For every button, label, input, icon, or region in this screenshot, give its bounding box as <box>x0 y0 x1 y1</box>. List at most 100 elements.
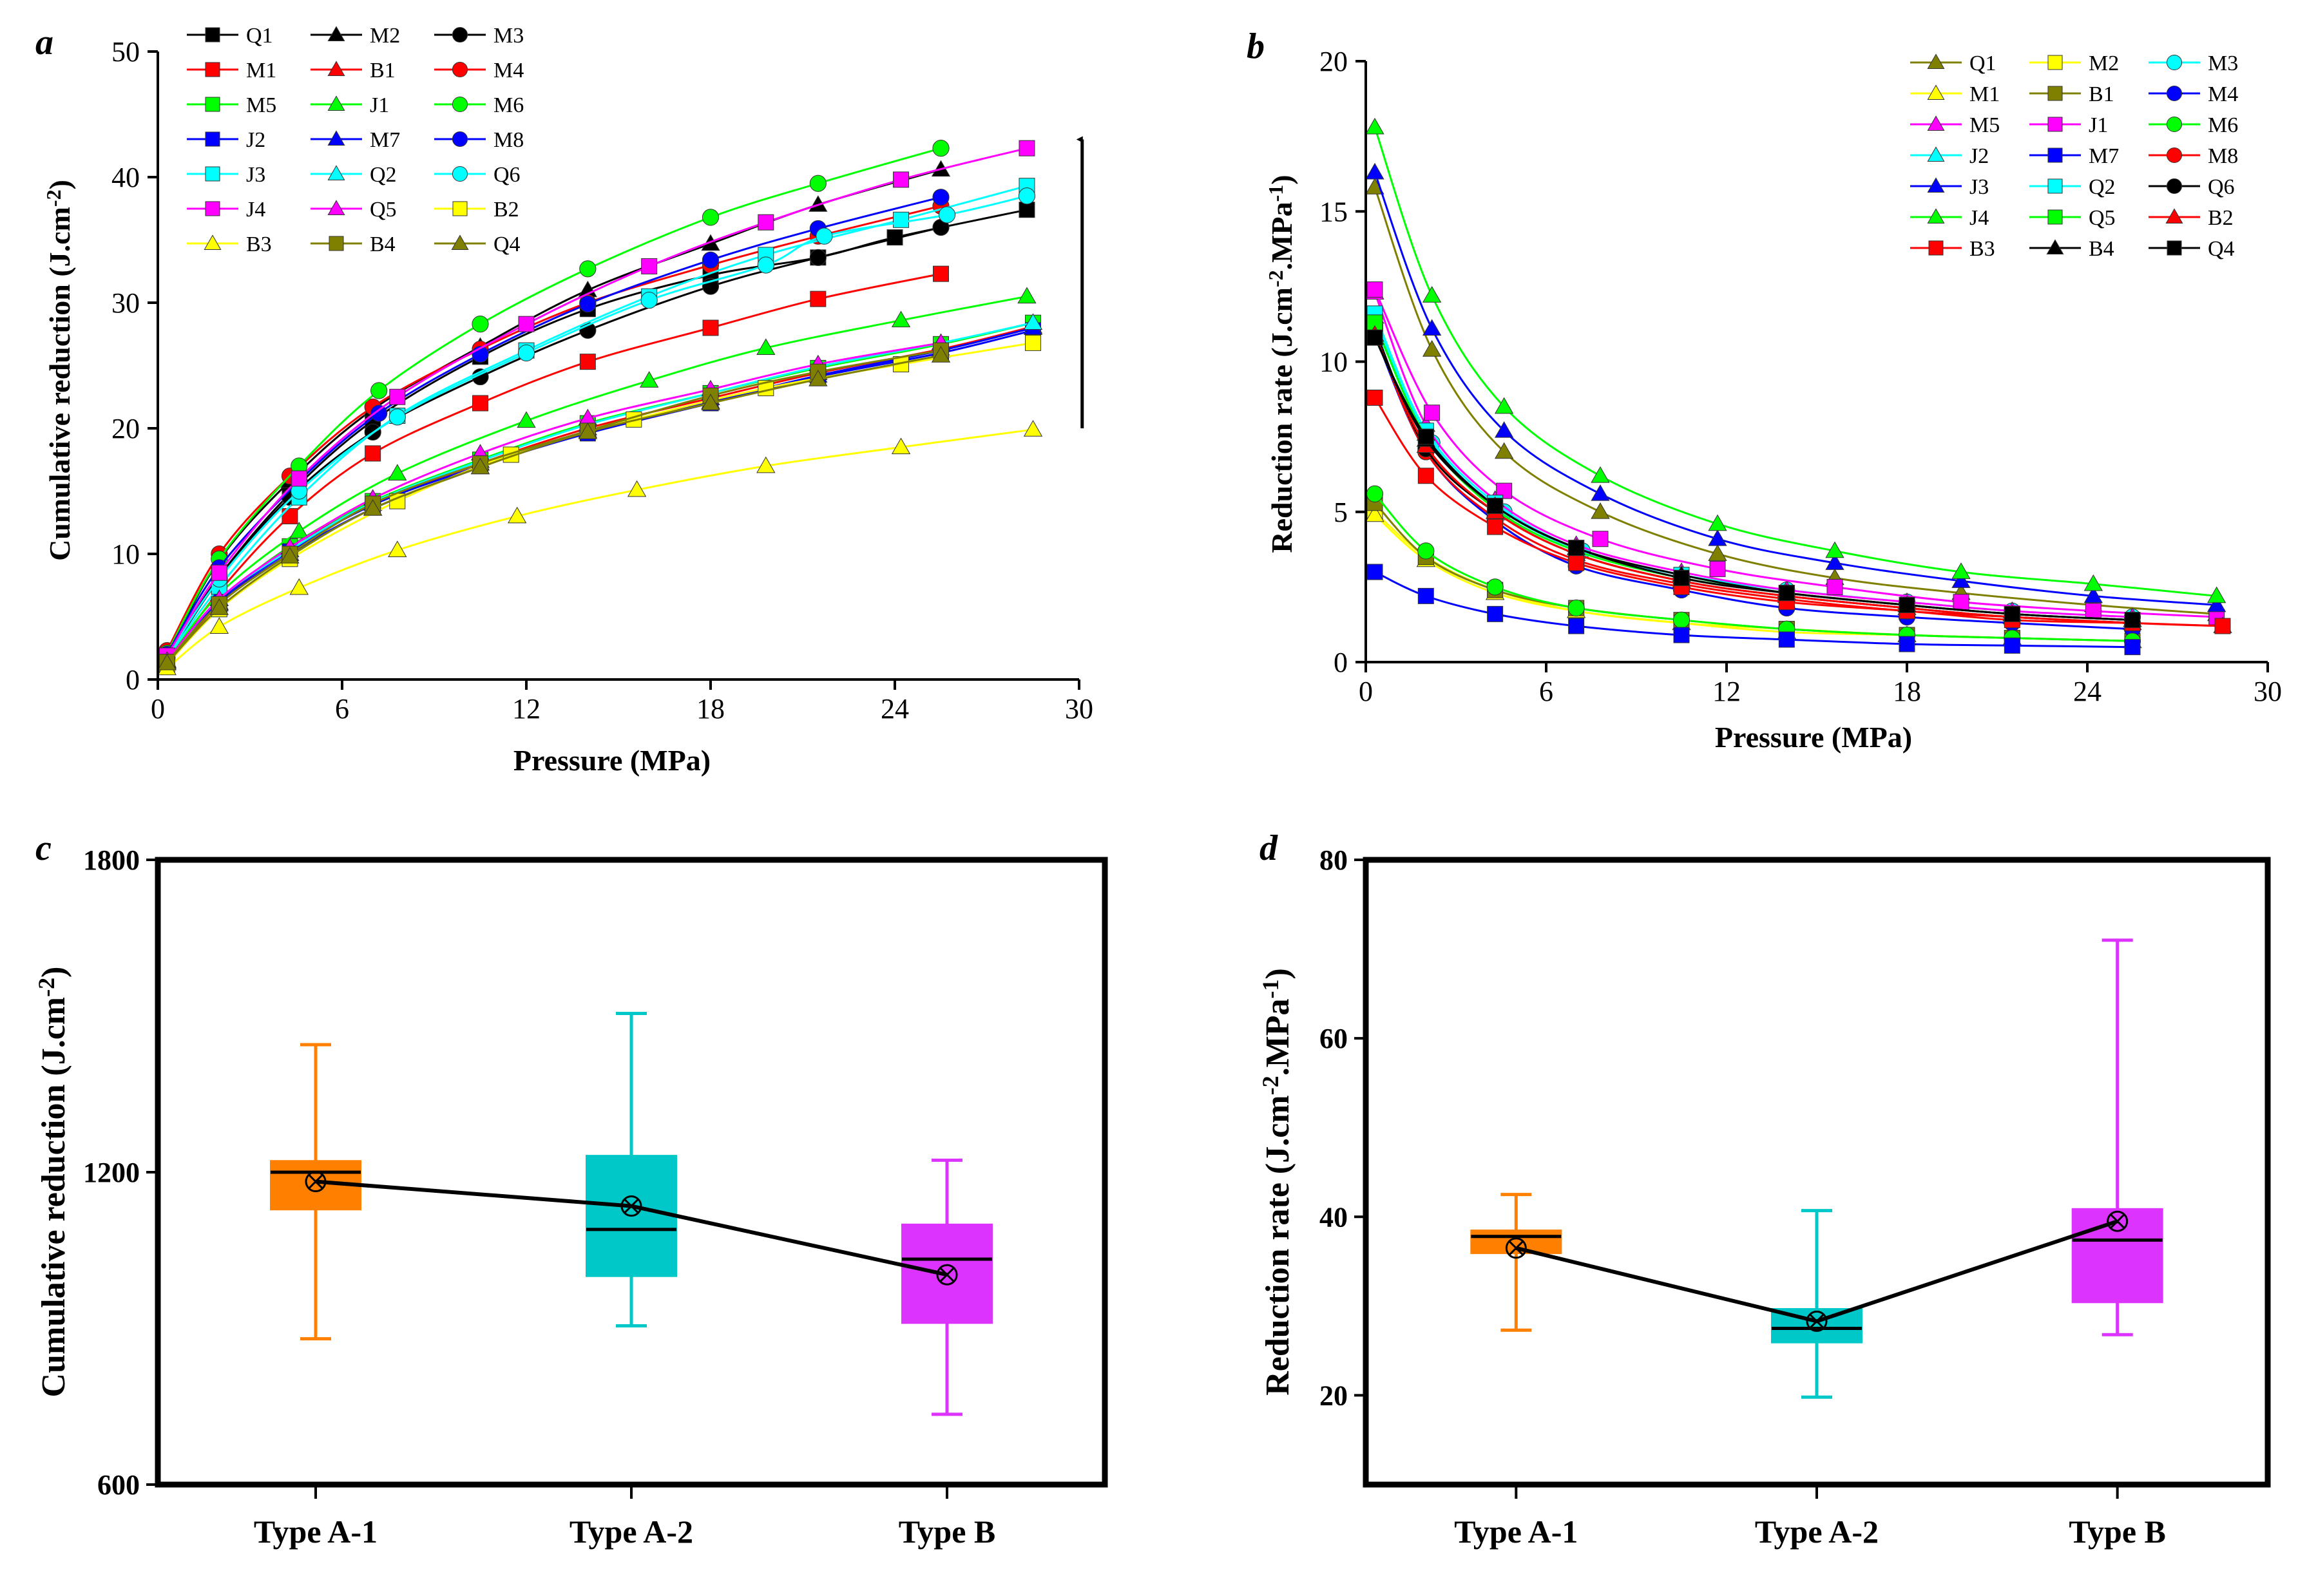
b-legend-item-j3: J3 <box>1910 175 1989 199</box>
a-data-point-m1 <box>933 265 949 282</box>
b-legend-label: Q5 <box>2089 206 2116 230</box>
b-data-point-j3 <box>2083 586 2103 603</box>
b-data-point-j3 <box>1495 421 1514 438</box>
a-data-point-q4 <box>470 457 490 475</box>
a-series-line-q6 <box>166 195 1028 658</box>
b-legend-marker-q2 <box>2047 178 2063 194</box>
a-legend-marker-m8 <box>452 131 468 147</box>
a-legend-marker-m5 <box>205 97 220 112</box>
b-series-line-m6 <box>1374 493 2133 642</box>
a-data-point-m1 <box>365 445 381 462</box>
c-mean-marker-type-a-1 <box>305 1171 327 1193</box>
b-data-point-m7 <box>1417 587 1434 604</box>
panel-b-xlabel: Pressure (MPa) <box>1715 721 1912 754</box>
b-data-point-q4 <box>1487 497 1504 514</box>
c-category-label-type-a-2: Type A-2 <box>570 1514 693 1550</box>
b-series-m4 <box>1366 326 2141 638</box>
a-data-point-q6 <box>1018 187 1036 205</box>
panel-d-axes: 20 40 60 80 Type A-1 Type A-2 Type B <box>1319 844 2271 1550</box>
b-data-point-m7 <box>1487 605 1504 622</box>
b-legend-label: Q6 <box>2208 175 2235 199</box>
b-data-point-q4 <box>2124 612 2141 629</box>
b-data-point-m6 <box>1417 542 1435 560</box>
a-data-point-q6 <box>640 292 658 309</box>
c-y-tick-label: 1800 <box>83 844 140 876</box>
b-data-point-j4 <box>1365 117 1384 135</box>
a-data-point-j1 <box>388 464 407 481</box>
a-y-tick-label: 0 <box>126 664 140 696</box>
a-legend-item-m2: M2 <box>311 24 400 48</box>
a-legend-marker-b1 <box>327 61 345 76</box>
b-legend-marker-m6 <box>2166 116 2183 133</box>
b-legend-item-m2: M2 <box>2029 52 2119 75</box>
d-category-label-type-a-2: Type A-2 <box>1755 1514 1879 1550</box>
a-data-point-b3 <box>388 540 407 557</box>
a-data-point-m1 <box>472 395 488 412</box>
a-series-line-m8 <box>166 196 941 655</box>
panel-a-letter: a <box>35 23 53 62</box>
b-data-point-m6 <box>1366 485 1384 502</box>
a-data-point-j4 <box>758 214 774 231</box>
a-series-line-m1 <box>166 272 941 661</box>
a-data-point-j1 <box>640 371 659 388</box>
a-legend-item-m1: M1 <box>187 59 276 82</box>
a-legend-marker-q5 <box>327 200 345 215</box>
b-data-point-j4 <box>2207 586 2226 603</box>
a-legend-item-j2: J2 <box>187 128 265 152</box>
b-data-point-j1 <box>1424 404 1441 421</box>
b-legend-marker-m1 <box>1927 84 1945 100</box>
panel-a-legend: Q1 M2 M3 M1 B1 M4 M5 J1 M6 J2 M7 M8 J3 Q2 Q6 J4 Q5 B2 B3 B4… <box>187 24 524 256</box>
panel-a-plot <box>157 136 1084 676</box>
d-box-type-a-1 <box>1470 1193 1562 1332</box>
b-x-tick-label: 12 <box>1712 676 1741 707</box>
b-data-point-m7 <box>2004 637 2020 654</box>
b-legend-label: B4 <box>2089 237 2114 261</box>
d-iqr-box <box>2071 1208 2163 1304</box>
a-legend-marker-b4 <box>329 236 344 251</box>
a-legend-label: M1 <box>246 59 276 82</box>
a-legend-item-q2: Q2 <box>311 163 397 187</box>
a-legend-label: B1 <box>370 59 396 82</box>
b-legend-marker-m8 <box>2166 147 2183 164</box>
a-legend-label: J3 <box>246 163 265 187</box>
b-series-j3 <box>1365 162 2226 613</box>
b-legend-item-m5: M5 <box>1910 113 2000 137</box>
a-legend-label: B4 <box>370 233 396 256</box>
panel-c-plot <box>270 1011 993 1416</box>
a-legend-label: M8 <box>493 128 524 152</box>
c-mean-cross <box>939 1267 955 1282</box>
a-legend-marker-j4 <box>205 201 220 216</box>
b-legend-label: M4 <box>2208 82 2238 106</box>
b-data-point-q1 <box>1422 340 1442 357</box>
b-x-tick-label: 24 <box>2073 676 2102 707</box>
panel-d-ylabel: Reduction rate (J.cm-2.MPa-1) <box>1258 968 1296 1396</box>
a-legend-item-m3: M3 <box>434 24 524 48</box>
b-data-point-q4 <box>1366 329 1383 346</box>
d-y-tick-label: 60 <box>1319 1023 1348 1054</box>
a-legend-item-m5: M5 <box>187 93 276 117</box>
b-legend-item-j4: J4 <box>1910 206 1989 230</box>
a-data-point-m3 <box>809 249 827 266</box>
a-x-tick-label: 24 <box>881 693 909 725</box>
b-legend-item-m1: M1 <box>1910 82 2000 106</box>
a-data-point-b3 <box>891 437 911 455</box>
panel-a-ylabel: Cumulative reduction (J.cm-2) <box>42 180 76 561</box>
c-mean-circle <box>620 1195 642 1217</box>
c-mean-marker-type-a-2 <box>620 1195 642 1217</box>
b-data-point-j1 <box>1953 594 1969 611</box>
b-legend-item-m8: M8 <box>2149 144 2238 168</box>
a-data-point-b3 <box>209 617 229 634</box>
a-x-tick-label: 6 <box>335 693 349 725</box>
b-series-q2 <box>1366 305 2141 629</box>
b-data-point-m7 <box>1673 627 1690 643</box>
a-legend-item-q5: Q5 <box>311 198 397 222</box>
a-data-point-m8 <box>932 189 950 206</box>
a-series-m8 <box>158 189 950 663</box>
panel-c-ylabel: Cumulative reduction (J.cm-2) <box>34 967 72 1398</box>
b-series-line-m3 <box>1374 325 2133 618</box>
b-legend-label: Q1 <box>1969 52 1996 75</box>
b-legend-label: J3 <box>1969 175 1989 199</box>
b-data-point-q4 <box>2004 605 2020 622</box>
b-y-tick-label: 10 <box>1319 347 1348 378</box>
a-legend-label: M6 <box>493 93 524 117</box>
